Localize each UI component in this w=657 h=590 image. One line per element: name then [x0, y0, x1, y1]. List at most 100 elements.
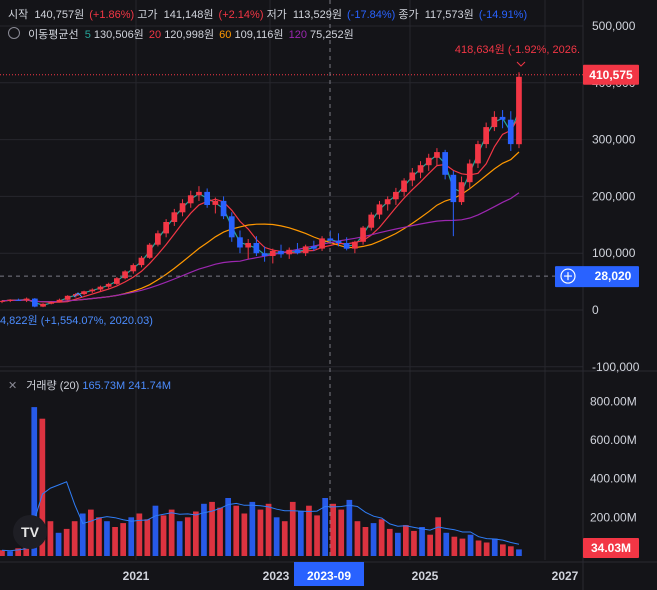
candle-body — [491, 116, 498, 128]
volume-bar — [88, 509, 94, 556]
candle-body — [360, 227, 366, 242]
volume-bar — [249, 501, 256, 556]
volume-tick-label: 400.00M — [590, 472, 637, 486]
volume-bar — [281, 521, 288, 556]
moving-average-lines — [1, 110, 520, 306]
candle-body — [302, 246, 309, 254]
candle-body — [81, 291, 87, 295]
close-icon[interactable]: ✕ — [8, 380, 18, 392]
price-tick-label: 100,000 — [592, 246, 636, 260]
candle-body — [466, 163, 473, 183]
volume-moving-average — [1, 481, 520, 552]
volume-bar — [128, 517, 135, 556]
volume-bar — [370, 523, 377, 556]
volume-bar — [306, 505, 312, 556]
volume-bar — [71, 521, 78, 556]
volume-bar — [241, 513, 248, 556]
candle-body — [434, 152, 440, 158]
ma-20-line — [1, 116, 520, 303]
volume-bar — [160, 515, 167, 556]
candle-body — [458, 182, 465, 203]
volume-title: 거래량 (20) — [26, 380, 80, 392]
candle-body — [409, 172, 416, 181]
candle-body — [114, 278, 120, 284]
plus-icon — [564, 272, 572, 281]
candle-body — [425, 157, 432, 166]
candle-body — [376, 204, 383, 215]
volume-legend: ✕ 거래량 (20) 165.73M 241.74M — [8, 377, 171, 393]
volume-bar — [0, 550, 5, 556]
volume-bar — [120, 523, 126, 556]
ma120-value: 75,252원 — [310, 29, 354, 41]
time-tick-label: 2023 — [263, 569, 290, 583]
volume-bar — [289, 501, 296, 556]
volume-bar — [362, 527, 369, 556]
candle-body — [130, 265, 137, 272]
ma5-period: 5 — [84, 29, 91, 41]
candle-body — [212, 200, 219, 205]
volume-bar — [508, 546, 514, 556]
candle-body — [516, 76, 522, 145]
time-tick-label: 2027 — [552, 569, 579, 583]
open-change: (+1.86%) — [89, 9, 135, 21]
low-arrow-icon — [73, 292, 83, 298]
ma20-value: 120,998원 — [164, 29, 215, 41]
time-tick-label: 2021 — [123, 569, 150, 583]
volume-bar — [386, 528, 393, 556]
candle-body — [237, 237, 243, 248]
volume-bar — [273, 517, 280, 556]
ma20-period: 20 — [148, 29, 162, 41]
close-change: (-14.91%) — [478, 9, 528, 21]
volume-bar — [209, 501, 215, 556]
ma-5-line — [1, 110, 520, 306]
volume-value-2: 241.74M — [128, 380, 172, 392]
volume-bar — [176, 521, 183, 556]
volume-tick-label: 800.00M — [590, 394, 637, 408]
high-value: 141,148원 — [163, 9, 214, 21]
candle-body — [483, 127, 489, 145]
high-change: (+2.14%) — [218, 9, 264, 21]
candle-body — [393, 191, 399, 200]
high-arrow-icon — [516, 61, 526, 67]
candle-body — [311, 246, 317, 249]
candle-body — [146, 244, 153, 258]
candle-body — [171, 212, 178, 222]
last-price-tag — [583, 64, 639, 85]
candle-body — [499, 116, 506, 120]
tradingview-logo[interactable]: TV — [13, 515, 47, 549]
candle-body — [228, 216, 235, 238]
eye-icon[interactable] — [8, 27, 20, 39]
volume-bar — [79, 513, 86, 556]
volume-bar — [378, 519, 385, 556]
price-tick-label: -100,000 — [592, 360, 640, 374]
axes: 500,000400,000300,000200,000100,0000-100… — [0, 19, 657, 586]
price-tick-label: 0 — [592, 303, 599, 317]
ma60-period: 60 — [219, 29, 232, 41]
volume-bar — [217, 507, 223, 556]
ma5-value: 130,506원 — [93, 29, 144, 41]
candle-body — [187, 195, 194, 204]
candle-body — [97, 286, 104, 290]
open-value: 140,757원 — [34, 9, 85, 21]
candle-body — [32, 298, 38, 307]
volume-bar — [152, 505, 159, 556]
candle-body — [245, 243, 251, 248]
volume-tag — [583, 538, 639, 558]
volume-bar — [225, 498, 231, 556]
candle-body — [286, 249, 292, 255]
volume-bar — [184, 517, 191, 556]
candle-body — [278, 250, 284, 255]
price-tick-label: 500,000 — [592, 19, 636, 33]
candle-body — [368, 214, 375, 228]
candle-body — [0, 300, 5, 302]
candle-body — [64, 295, 71, 300]
volume-bars — [0, 407, 522, 556]
volume-bar — [491, 538, 498, 556]
volume-bar — [427, 534, 433, 556]
volume-bar — [201, 503, 207, 556]
candle-body — [269, 250, 276, 256]
crosshair-price-label: 28,020 — [595, 269, 632, 283]
high-annotation: 418,634원 (-1.92%, 2026. — [455, 43, 580, 56]
price-tick-label: 200,000 — [592, 189, 636, 203]
